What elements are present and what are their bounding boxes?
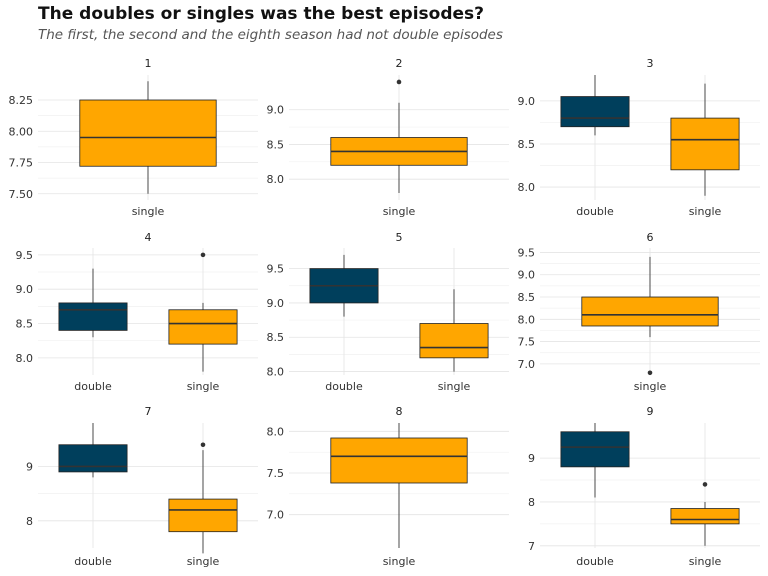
y-tick-label: 9.5 bbox=[16, 249, 34, 262]
y-tick-label: 8.5 bbox=[518, 138, 536, 151]
y-tick-label: 7.0 bbox=[267, 509, 285, 522]
box-double bbox=[560, 423, 630, 498]
box-iqr bbox=[330, 437, 468, 484]
box-iqr bbox=[168, 498, 238, 533]
box-double bbox=[560, 75, 630, 136]
facet-strip-label: 3 bbox=[647, 57, 654, 70]
y-tick-label: 8.25 bbox=[9, 94, 34, 107]
x-tick-label: single bbox=[383, 555, 416, 568]
y-tick-label: 8.5 bbox=[267, 138, 285, 151]
box-iqr bbox=[560, 431, 630, 468]
box-double bbox=[58, 423, 128, 478]
facet-2: 2 8.0 8.5 9.0 single bbox=[267, 57, 509, 218]
box-iqr bbox=[168, 309, 238, 345]
box-iqr bbox=[58, 444, 128, 473]
box-iqr bbox=[419, 323, 489, 359]
box-single bbox=[79, 81, 217, 194]
x-tick-label: single bbox=[383, 205, 416, 218]
y-tick-label: 8.0 bbox=[267, 425, 285, 438]
y-tick-label: 7.50 bbox=[9, 188, 34, 201]
outlier-point bbox=[396, 79, 402, 85]
facet-1: 1 7.50 7.75 8.00 8.25 single bbox=[9, 57, 258, 218]
outlier-point bbox=[702, 482, 708, 487]
box-single bbox=[168, 442, 238, 554]
box-double bbox=[58, 268, 128, 338]
y-tick-label: 9 bbox=[528, 452, 535, 465]
facet-8: 8 7.0 7.5 8.0 single bbox=[267, 405, 509, 568]
box-iqr bbox=[581, 296, 719, 327]
facet-4: 4 8.0 8.5 9.0 9.5 double single bbox=[16, 231, 258, 393]
y-tick-label: 9.5 bbox=[518, 246, 536, 259]
chart-subtitle: The first, the second and the eighth sea… bbox=[38, 27, 503, 43]
y-tick-label: 8.0 bbox=[518, 181, 536, 194]
y-tick-label: 8.5 bbox=[267, 331, 285, 344]
y-tick-label: 8.0 bbox=[518, 313, 536, 326]
box-iqr bbox=[670, 117, 740, 171]
facet-3: 3 8.0 8.5 9.0 double single bbox=[518, 57, 760, 218]
y-tick-label: 9.0 bbox=[267, 297, 285, 310]
facet-strip-label: 7 bbox=[145, 405, 152, 418]
y-tick-label: 7.75 bbox=[9, 157, 34, 170]
x-tick-label: single bbox=[634, 380, 667, 393]
outlier-point bbox=[200, 252, 206, 258]
y-tick-label: 7 bbox=[528, 540, 535, 553]
y-tick-label: 9 bbox=[26, 460, 33, 473]
facet-7: 7 8 9 double single bbox=[26, 405, 258, 568]
y-tick-label: 8.0 bbox=[267, 366, 285, 379]
y-tick-label: 7.5 bbox=[518, 336, 536, 349]
x-tick-label: double bbox=[576, 555, 614, 568]
y-tick-label: 7.0 bbox=[518, 358, 536, 371]
outlier-point bbox=[200, 442, 206, 448]
box-single bbox=[670, 83, 740, 196]
y-tick-label: 8.0 bbox=[16, 352, 34, 365]
facet-5: 5 8.0 8.5 9.0 9.5 double single bbox=[267, 231, 509, 393]
facet-strip-label: 8 bbox=[396, 405, 403, 418]
box-single bbox=[330, 79, 468, 194]
y-tick-label: 9.0 bbox=[518, 269, 536, 282]
box-single bbox=[670, 482, 740, 546]
facet-strip-label: 4 bbox=[145, 231, 152, 244]
x-tick-label: single bbox=[187, 380, 220, 393]
x-tick-label: double bbox=[74, 380, 112, 393]
x-tick-label: single bbox=[689, 555, 722, 568]
y-tick-label: 8 bbox=[26, 515, 33, 528]
y-tick-label: 9.0 bbox=[267, 104, 285, 117]
chart-title: The doubles or singles was the best epis… bbox=[38, 4, 485, 24]
facet-strip-label: 6 bbox=[647, 231, 654, 244]
box-iqr bbox=[670, 508, 740, 525]
facet-6: 6 7.0 7.5 8.0 8.5 9.0 9.5 single bbox=[518, 231, 760, 393]
box-iqr bbox=[58, 302, 128, 331]
x-tick-label: single bbox=[132, 205, 165, 218]
y-tick-label: 8.5 bbox=[518, 291, 536, 304]
y-tick-label: 9.5 bbox=[267, 263, 285, 276]
box-single bbox=[168, 252, 238, 372]
x-tick-label: single bbox=[438, 380, 471, 393]
box-single bbox=[330, 423, 468, 548]
box-iqr bbox=[560, 96, 630, 128]
x-tick-label: double bbox=[325, 380, 363, 393]
facet-strip-label: 2 bbox=[396, 57, 403, 70]
y-tick-label: 8.5 bbox=[16, 318, 34, 331]
facet-strip-label: 5 bbox=[396, 231, 403, 244]
y-tick-label: 9.0 bbox=[16, 283, 34, 296]
facet-strip-label: 1 bbox=[145, 57, 152, 70]
box-iqr bbox=[79, 99, 217, 167]
y-tick-label: 7.5 bbox=[267, 467, 285, 480]
y-tick-label: 9.0 bbox=[518, 95, 536, 108]
x-tick-label: double bbox=[74, 555, 112, 568]
box-single bbox=[581, 256, 719, 376]
y-tick-label: 8.00 bbox=[9, 125, 34, 138]
outlier-point bbox=[647, 370, 653, 376]
y-tick-label: 8.0 bbox=[267, 173, 285, 186]
x-tick-label: single bbox=[187, 555, 220, 568]
box-double bbox=[309, 254, 379, 317]
x-tick-label: single bbox=[689, 205, 722, 218]
box-single bbox=[419, 289, 489, 372]
facet-9: 9 7 8 9 double single bbox=[528, 405, 760, 568]
facet-strip-label: 9 bbox=[647, 405, 654, 418]
x-tick-label: double bbox=[576, 205, 614, 218]
y-tick-label: 8 bbox=[528, 496, 535, 509]
